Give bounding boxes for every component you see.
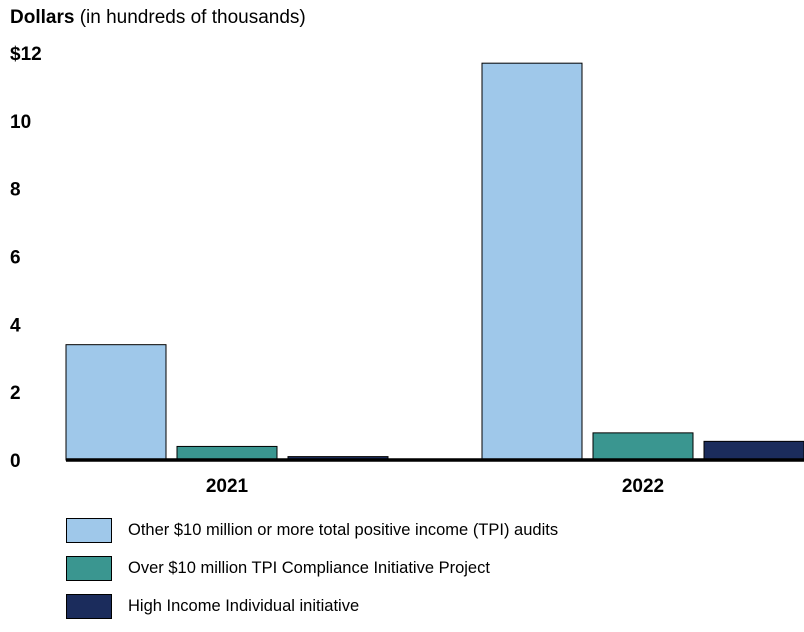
y-tick-label: 4 — [10, 315, 21, 336]
legend-swatch-3 — [66, 594, 112, 619]
bar-chart: 0 2 4 6 8 10 $12 2021 2022 — [10, 44, 804, 497]
y-tick-label: 10 — [10, 112, 31, 133]
legend-label-1: Other $10 million or more total positive… — [128, 521, 559, 539]
bar-2022-series-1 — [481, 62, 583, 461]
y-axis-title-main: Dollars — [10, 7, 75, 28]
y-tick-label: $12 — [10, 44, 42, 65]
y-tick-label: 8 — [10, 180, 21, 201]
legend-label-3: High Income Individual initiative — [128, 597, 360, 615]
bar-2021-series-2 — [176, 445, 278, 461]
legend-label-2: Over $10 million TPI Compliance Initiati… — [128, 559, 490, 577]
legend-swatch-2 — [66, 556, 112, 581]
bar-2021-series-1 — [65, 344, 167, 461]
bar-2022-series-3 — [703, 440, 804, 461]
y-axis-title: Dollars (in hundreds of thousands) — [10, 7, 306, 29]
x-category-label: 2022 — [622, 476, 664, 497]
y-tick-label: 0 — [10, 451, 21, 472]
bar-2022-series-2 — [592, 432, 694, 461]
legend-swatch-1 — [66, 518, 112, 543]
x-category-label: 2021 — [206, 476, 249, 497]
y-tick-label: 2 — [10, 383, 21, 404]
y-axis-title-unit: (in hundreds of thousands) — [79, 7, 306, 28]
y-tick-label: 6 — [10, 248, 21, 269]
